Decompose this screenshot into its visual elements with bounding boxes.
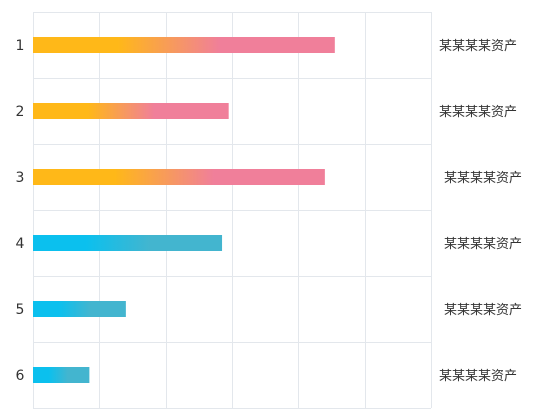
category-tick-label: 4 <box>16 236 25 252</box>
bar-2 <box>33 103 229 119</box>
category-tick-label: 5 <box>16 302 25 318</box>
bars <box>33 37 335 383</box>
right-category-label: 某某某某资产 <box>444 237 522 252</box>
right-category-label: 某某某某资产 <box>439 369 517 384</box>
category-ticks: 1 2 3 4 5 6 <box>16 38 25 384</box>
category-tick-label: 2 <box>16 104 25 120</box>
bar-5 <box>33 301 126 317</box>
bar-4 <box>33 235 223 251</box>
grid <box>33 12 432 409</box>
category-tick-label: 3 <box>16 170 25 186</box>
right-category-label: 某某某某资产 <box>439 39 517 54</box>
bar-6 <box>33 367 90 383</box>
category-tick-label: 6 <box>16 368 25 384</box>
category-tick-label: 1 <box>16 38 25 54</box>
bar-3 <box>33 169 325 185</box>
right-category-label: 某某某某资产 <box>439 105 517 120</box>
right-category-label: 某某某某资产 <box>444 303 522 318</box>
bar-1 <box>33 37 335 53</box>
right-category-label: 某某某某资产 <box>444 171 522 186</box>
